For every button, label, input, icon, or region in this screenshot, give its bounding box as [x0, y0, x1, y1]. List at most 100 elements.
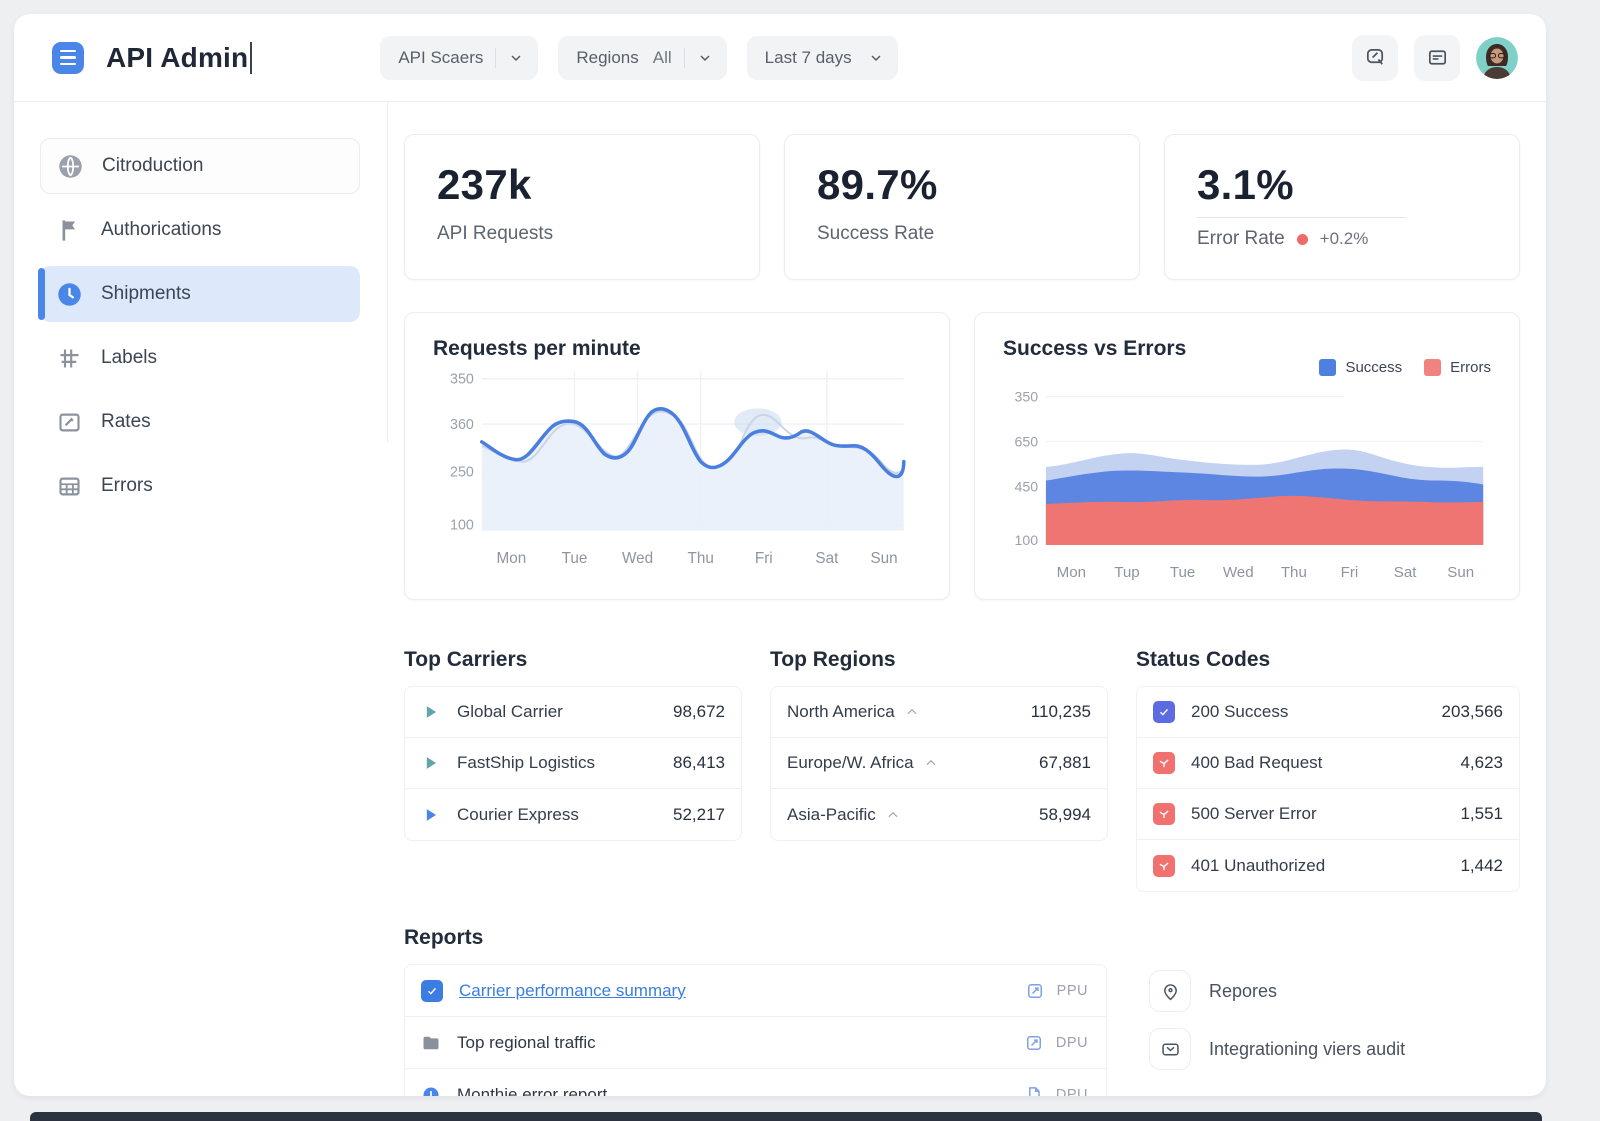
- svg-text:Sat: Sat: [1394, 564, 1417, 581]
- sidebar-item-shipments[interactable]: Shipments: [38, 266, 360, 322]
- main-content: 237k API Requests 89.7% Success Rate 3.1…: [388, 102, 1546, 1096]
- svg-text:360: 360: [450, 417, 474, 433]
- bottom-dock-bar: [30, 1112, 1542, 1121]
- svg-text:Wed: Wed: [622, 550, 653, 567]
- status-row[interactable]: 401 Unauthorized 1,442: [1137, 840, 1519, 891]
- filter-regions[interactable]: Regions All: [558, 35, 727, 80]
- stat-card-error-rate: 3.1% Error Rate +0.2%: [1164, 134, 1520, 280]
- chevron-down-icon: [700, 54, 710, 61]
- status-codes-list: 200 Success 203,566 400 Bad Request 4,62…: [1136, 686, 1520, 892]
- sidebar-divider: [387, 102, 388, 442]
- errors-area: [1045, 495, 1484, 545]
- svg-text:Sun: Sun: [870, 550, 897, 567]
- external-link-icon[interactable]: [1024, 1033, 1044, 1053]
- report-row[interactable]: Top regional traffic DPU: [405, 1017, 1106, 1069]
- region-row[interactable]: Asia-Pacific 58,994: [771, 789, 1107, 840]
- sidebar: Citroduction Authorications Shipments: [14, 102, 388, 1096]
- report-link[interactable]: Carrier performance summary: [459, 980, 686, 1000]
- filter-bar: API Scaers Regions All Last 7 days: [380, 35, 898, 80]
- stat-cards: 237k API Requests 89.7% Success Rate 3.1…: [404, 134, 1520, 280]
- sidebar-item-label: Errors: [101, 475, 153, 496]
- stat-value: 3.1%: [1197, 161, 1407, 218]
- play-icon: [426, 808, 436, 821]
- reports-list: Carrier performance summary PPU Top regi…: [404, 964, 1107, 1096]
- sidebar-item-label: Shipments: [101, 283, 191, 304]
- chart-title: Requests per minute: [433, 337, 641, 360]
- table-icon: [59, 477, 80, 495]
- error-badge-icon: [1153, 854, 1175, 877]
- avatar[interactable]: [1476, 36, 1518, 79]
- file-icon[interactable]: [1024, 1085, 1044, 1096]
- filter-api-scaers[interactable]: API Scaers: [380, 35, 539, 80]
- svg-text:Thu: Thu: [688, 550, 714, 567]
- play-icon: [426, 706, 436, 718]
- page-title: API Admin: [106, 41, 253, 74]
- svg-text:Tue: Tue: [562, 550, 588, 567]
- menu-button[interactable]: [52, 41, 84, 74]
- section-title: Top Carriers: [404, 648, 528, 671]
- chevron-down-icon: [871, 54, 881, 61]
- archive-icon: [1428, 50, 1446, 65]
- search-button[interactable]: [1352, 34, 1398, 81]
- area-chart-canvas: 350 650 450 100 Mon Tup Tue Wed Thu Fri …: [1015, 388, 1484, 581]
- file-type-tag: DPU: [1055, 1034, 1088, 1051]
- stat-value: 89.7%: [817, 161, 938, 208]
- sidebar-item-rates[interactable]: Rates: [40, 394, 360, 450]
- shortcut-repores[interactable]: Repores: [1149, 970, 1405, 1012]
- svg-text:100: 100: [1015, 532, 1039, 548]
- shortcut-integration-audit[interactable]: Integrationing viers audit: [1149, 1028, 1405, 1070]
- status-row[interactable]: 400 Bad Request 4,623: [1137, 738, 1519, 789]
- archive-button[interactable]: [1414, 34, 1460, 81]
- report-row[interactable]: Carrier performance summary PPU: [405, 965, 1106, 1017]
- top-regions-section: Top Regions North America 110,235 Europe…: [770, 648, 1108, 892]
- top-bar: API Admin API Scaers Regions All Last 7 …: [14, 14, 1546, 102]
- user-photo: [1476, 36, 1518, 79]
- sidebar-item-label: Citroduction: [102, 155, 204, 176]
- sidebar-item-labels[interactable]: Labels: [40, 330, 360, 386]
- filter-date-range[interactable]: Last 7 days: [746, 35, 898, 80]
- content-area: Citroduction Authorications Shipments: [14, 102, 1546, 1096]
- svg-text:Mon: Mon: [1057, 564, 1086, 581]
- stat-card-success-rate: 89.7% Success Rate: [784, 134, 1140, 280]
- carrier-row[interactable]: FastShip Logistics 86,413: [405, 738, 741, 789]
- chevron-up-icon: [888, 811, 898, 817]
- region-row[interactable]: North America 110,235: [771, 687, 1107, 738]
- errors-swatch: [1424, 359, 1442, 376]
- status-row[interactable]: 200 Success 203,566: [1137, 687, 1519, 738]
- map-pin-icon: [1149, 970, 1191, 1012]
- sidebar-item-authorications[interactable]: Authorications: [40, 202, 360, 258]
- error-badge-icon: [1153, 752, 1175, 774]
- svg-text:Thu: Thu: [1281, 564, 1307, 581]
- carrier-row[interactable]: Courier Express 52,217: [405, 789, 741, 840]
- legend-success: Success: [1319, 359, 1402, 376]
- svg-text:Wed: Wed: [1223, 564, 1254, 581]
- chart-title: Success vs Errors: [1003, 337, 1187, 360]
- stat-label: API Requests: [437, 223, 554, 244]
- chart-row: Requests per minute: [404, 312, 1520, 600]
- stat-delta: +0.2%: [1319, 229, 1369, 248]
- success-swatch: [1319, 359, 1337, 376]
- chevron-up-icon: [926, 759, 936, 766]
- search-bubble-icon: [1366, 48, 1383, 65]
- svg-text:250: 250: [450, 464, 474, 480]
- status-row[interactable]: 500 Server Error 1,551: [1137, 789, 1519, 840]
- svg-text:Mon: Mon: [496, 550, 526, 567]
- label-icon: [60, 349, 79, 367]
- region-row[interactable]: Europe/W. Africa 67,881: [771, 738, 1107, 789]
- app-title-text: API Admin: [106, 41, 249, 73]
- regions-selected-value: All: [652, 47, 672, 67]
- external-link-icon[interactable]: [1025, 981, 1045, 1001]
- carrier-row[interactable]: Global Carrier 98,672: [405, 687, 741, 738]
- sidebar-item-errors[interactable]: Errors: [40, 458, 360, 514]
- svg-text:Sat: Sat: [815, 550, 839, 567]
- header-actions: [1352, 34, 1518, 81]
- reports-section: Reports Carrier performance summary PPU: [404, 926, 1107, 1096]
- requests-line: [479, 407, 906, 479]
- stat-label: Success Rate: [817, 223, 935, 244]
- active-indicator: [38, 268, 45, 320]
- report-row[interactable]: Monthie error report DPU: [405, 1069, 1106, 1096]
- sidebar-item-citroduction[interactable]: Citroduction: [40, 138, 360, 194]
- globe-icon: [59, 154, 82, 178]
- svg-text:100: 100: [450, 518, 474, 534]
- top-regions-list: North America 110,235 Europe/W. Africa 6…: [770, 686, 1108, 841]
